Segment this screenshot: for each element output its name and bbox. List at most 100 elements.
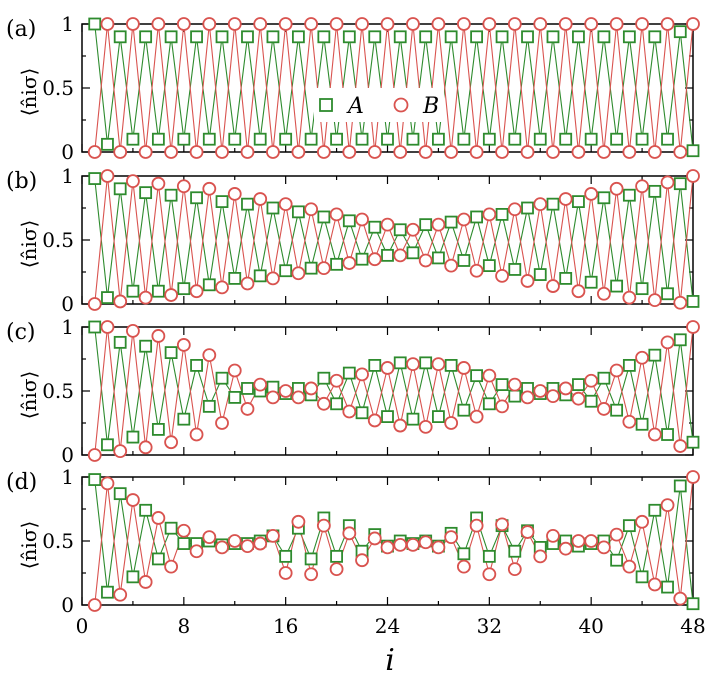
data-point-A bbox=[622, 30, 636, 44]
data-point-B bbox=[215, 145, 229, 159]
data-point-A bbox=[291, 30, 305, 44]
data-point-A bbox=[406, 246, 420, 260]
data-point-B bbox=[418, 145, 433, 159]
data-point-B bbox=[469, 263, 484, 278]
data-point-A bbox=[330, 257, 343, 271]
data-point-A bbox=[164, 521, 178, 535]
data-point-A bbox=[190, 191, 203, 205]
data-point-B bbox=[431, 17, 446, 31]
data-point-B bbox=[355, 17, 369, 31]
data-point-A bbox=[648, 30, 662, 44]
data-point-B bbox=[291, 514, 306, 529]
data-point-B bbox=[113, 294, 128, 309]
data-point-A bbox=[635, 417, 649, 431]
data-point-A bbox=[151, 132, 165, 146]
x-axis-label: i bbox=[385, 643, 395, 678]
data-point-A bbox=[584, 394, 598, 408]
data-point-A bbox=[546, 197, 560, 211]
data-point-A bbox=[508, 544, 522, 558]
data-point-A bbox=[342, 30, 356, 44]
data-point-B bbox=[431, 217, 446, 232]
data-point-B bbox=[622, 145, 637, 159]
data-point-A bbox=[228, 390, 242, 404]
data-point-B bbox=[278, 17, 293, 31]
data-point-B bbox=[571, 145, 586, 159]
data-point-B bbox=[622, 559, 637, 574]
panel-label: (d) bbox=[6, 470, 37, 495]
y-axis-label: ⟨n̂iσ⟩ bbox=[17, 371, 41, 420]
data-point-A bbox=[253, 269, 267, 283]
data-point-A bbox=[279, 132, 293, 146]
data-point-B bbox=[151, 511, 166, 525]
y-tick-label: 0 bbox=[61, 443, 74, 467]
data-point-B bbox=[609, 527, 624, 542]
y-tick-label: 0.5 bbox=[42, 529, 74, 553]
y-tick-label: 0 bbox=[61, 140, 74, 164]
data-point-B bbox=[673, 439, 688, 453]
data-point-B bbox=[266, 145, 280, 159]
data-point-B bbox=[164, 435, 179, 450]
data-point-B bbox=[418, 253, 433, 268]
data-point-B bbox=[482, 368, 497, 383]
data-point-A bbox=[610, 279, 624, 293]
data-point-B bbox=[507, 17, 522, 31]
data-point-B bbox=[507, 377, 522, 392]
data-point-B bbox=[444, 530, 459, 545]
data-point-B bbox=[546, 389, 560, 404]
y-tick-label: 0.5 bbox=[42, 379, 74, 403]
data-point-B bbox=[393, 248, 408, 263]
data-point-B bbox=[126, 493, 140, 507]
data-point-B bbox=[240, 402, 255, 416]
data-point-A bbox=[648, 503, 662, 517]
data-point-B bbox=[495, 517, 509, 532]
data-point-A bbox=[635, 132, 649, 146]
y-axis-label: ⟨n̂iσ⟩ bbox=[17, 521, 41, 570]
data-point-A bbox=[126, 430, 140, 444]
data-point-A bbox=[381, 132, 394, 146]
data-point-B bbox=[126, 174, 140, 189]
data-point-A bbox=[330, 549, 343, 563]
data-point-A bbox=[151, 284, 165, 298]
data-point-B bbox=[176, 17, 191, 31]
data-point-A bbox=[113, 335, 127, 349]
data-point-A bbox=[584, 275, 598, 289]
data-point-B bbox=[456, 559, 471, 574]
data-point-B bbox=[240, 539, 255, 554]
data-point-A bbox=[139, 30, 153, 44]
data-point-B bbox=[202, 17, 217, 31]
x-axis: 0 8 16 24 32 40 48 bbox=[76, 614, 706, 638]
data-point-B bbox=[520, 274, 535, 288]
data-point-B bbox=[138, 145, 153, 159]
data-point-B bbox=[227, 187, 242, 201]
data-point-B bbox=[138, 575, 153, 589]
data-point-B bbox=[329, 17, 344, 31]
data-point-B bbox=[647, 577, 662, 592]
data-point-B bbox=[189, 544, 204, 559]
data-point-B bbox=[431, 540, 446, 555]
data-point-A bbox=[279, 549, 293, 563]
data-point-B bbox=[393, 145, 408, 159]
data-point-A bbox=[151, 422, 165, 436]
x-tick-label: 16 bbox=[273, 614, 298, 638]
data-point-A bbox=[330, 397, 343, 411]
data-point-B bbox=[87, 598, 102, 612]
data-point-A bbox=[101, 291, 114, 305]
data-point-A bbox=[317, 210, 331, 224]
data-point-B bbox=[304, 202, 319, 217]
data-point-A bbox=[622, 519, 636, 533]
y-tick-label: 0 bbox=[61, 593, 74, 617]
data-point-A bbox=[342, 366, 356, 380]
data-point-A bbox=[126, 284, 140, 298]
data-point-A bbox=[126, 570, 140, 584]
data-point-B bbox=[647, 293, 662, 308]
x-tick-label: 40 bbox=[578, 614, 603, 638]
data-point-B bbox=[202, 181, 217, 196]
data-point-A bbox=[470, 210, 484, 224]
data-point-A bbox=[457, 547, 471, 561]
data-point-A bbox=[495, 207, 509, 221]
data-point-B bbox=[558, 17, 573, 31]
data-point-B bbox=[202, 348, 217, 363]
data-point-A bbox=[482, 132, 496, 146]
data-point-B bbox=[367, 145, 382, 159]
data-point-B bbox=[100, 169, 115, 183]
